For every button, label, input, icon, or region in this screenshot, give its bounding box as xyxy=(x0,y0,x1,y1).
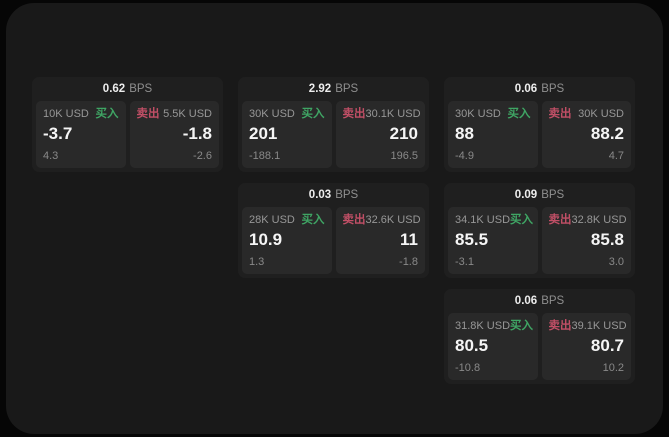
buy-sell-panels: 30K USD 买入 88 -4.9 卖出 30K USD 88.2 4.7 xyxy=(448,101,631,168)
buy-label: 买入 xyxy=(301,214,325,226)
buy-sub-value: -188.1 xyxy=(249,150,281,162)
buy-label: 买入 xyxy=(510,214,534,226)
buy-amount: 10K USD xyxy=(43,108,89,120)
buy-sell-panels: 28K USD 买入 10.9 1.3 卖出 32.6K USD 11 -1.8 xyxy=(242,207,425,274)
bps-unit-label: BPS xyxy=(335,83,359,95)
sell-label: 卖出 xyxy=(548,108,572,120)
buy-price: 80.5 xyxy=(455,336,489,355)
sell-sub-value: 3.0 xyxy=(608,256,624,268)
buy-sub-value: 4.3 xyxy=(43,150,59,162)
bps-unit-label: BPS xyxy=(335,189,359,201)
buy-panel[interactable]: 31.8K USD 买入 80.5 -10.8 xyxy=(448,313,538,380)
sell-price: 80.7 xyxy=(590,336,624,355)
sell-amount: 30.1K USD xyxy=(365,108,421,120)
sell-sub-value: -2.6 xyxy=(193,150,212,162)
bps-value: 0.03 xyxy=(308,189,332,201)
bps-value: 2.92 xyxy=(308,83,332,95)
sell-sub-value: 10.2 xyxy=(602,362,624,374)
buy-label: 买入 xyxy=(510,320,534,332)
quote-card: 0.03 BPS 28K USD 买入 10.9 1.3 卖出 32.6K US… xyxy=(238,183,429,278)
buy-sub-value: -10.8 xyxy=(455,362,481,374)
sell-panel[interactable]: 卖出 39.1K USD 80.7 10.2 xyxy=(541,313,631,380)
app-container: 0.62 BPS 10K USD 买入 -3.7 4.3 卖出 5.5K USD xyxy=(6,3,663,434)
bps-header: 0.03 BPS xyxy=(242,183,425,207)
buy-sell-panels: 31.8K USD 买入 80.5 -10.8 卖出 39.1K USD 80.… xyxy=(448,313,631,380)
bps-unit-label: BPS xyxy=(541,189,565,201)
sell-price: 85.8 xyxy=(590,230,624,249)
sell-label: 卖出 xyxy=(136,108,160,120)
sell-price: 88.2 xyxy=(590,124,624,143)
sell-label: 卖出 xyxy=(548,320,572,332)
buy-amount: 34.1K USD xyxy=(455,214,511,226)
buy-amount: 30K USD xyxy=(249,108,295,120)
sell-panel[interactable]: 卖出 30K USD 88.2 4.7 xyxy=(541,101,631,168)
buy-panel[interactable]: 30K USD 买入 88 -4.9 xyxy=(448,101,538,168)
sell-sub-value: 4.7 xyxy=(608,150,624,162)
buy-sub-value: -3.1 xyxy=(455,256,474,268)
buy-label: 买入 xyxy=(301,108,325,120)
buy-price: 201 xyxy=(249,124,278,143)
quote-cards-grid: 0.62 BPS 10K USD 买入 -3.7 4.3 卖出 5.5K USD xyxy=(32,77,635,384)
sell-label: 卖出 xyxy=(342,108,366,120)
bps-header: 0.62 BPS xyxy=(36,77,219,101)
buy-panel[interactable]: 30K USD 买入 201 -188.1 xyxy=(242,101,332,168)
sell-amount: 5.5K USD xyxy=(163,108,212,120)
buy-label: 买入 xyxy=(95,108,119,120)
bps-header: 0.09 BPS xyxy=(448,183,631,207)
bps-value: 0.09 xyxy=(514,189,538,201)
bps-value: 0.62 xyxy=(102,83,126,95)
buy-label: 买入 xyxy=(507,108,531,120)
buy-price: -3.7 xyxy=(43,124,73,143)
buy-sell-panels: 34.1K USD 买入 85.5 -3.1 卖出 32.8K USD 85.8… xyxy=(448,207,631,274)
buy-sub-value: -4.9 xyxy=(455,150,474,162)
bps-unit-label: BPS xyxy=(129,83,153,95)
sell-sub-value: 196.5 xyxy=(390,150,418,162)
bps-header: 0.06 BPS xyxy=(448,77,631,101)
buy-price: 88 xyxy=(455,124,474,143)
sell-price: 11 xyxy=(400,230,418,249)
buy-sub-value: 1.3 xyxy=(249,256,265,268)
buy-panel[interactable]: 28K USD 买入 10.9 1.3 xyxy=(242,207,332,274)
quote-card: 0.09 BPS 34.1K USD 买入 85.5 -3.1 卖出 32.8K… xyxy=(444,183,635,278)
sell-amount: 39.1K USD xyxy=(571,320,627,332)
bps-header: 2.92 BPS xyxy=(242,77,425,101)
sell-sub-value: -1.8 xyxy=(399,256,418,268)
buy-amount: 30K USD xyxy=(455,108,501,120)
buy-sell-panels: 10K USD 买入 -3.7 4.3 卖出 5.5K USD -1.8 -2.… xyxy=(36,101,219,168)
sell-panel[interactable]: 卖出 32.6K USD 11 -1.8 xyxy=(335,207,425,274)
buy-price: 85.5 xyxy=(455,230,489,249)
bps-value: 0.06 xyxy=(514,83,538,95)
quote-card: 0.62 BPS 10K USD 买入 -3.7 4.3 卖出 5.5K USD xyxy=(32,77,223,172)
bps-unit-label: BPS xyxy=(541,295,565,307)
buy-amount: 28K USD xyxy=(249,214,295,226)
bps-unit-label: BPS xyxy=(541,83,565,95)
quote-card: 2.92 BPS 30K USD 买入 201 -188.1 卖出 30.1K … xyxy=(238,77,429,172)
buy-panel[interactable]: 34.1K USD 买入 85.5 -3.1 xyxy=(448,207,538,274)
sell-amount: 30K USD xyxy=(578,108,624,120)
buy-price: 10.9 xyxy=(249,230,283,249)
sell-panel[interactable]: 卖出 30.1K USD 210 196.5 xyxy=(335,101,425,168)
quote-card: 0.06 BPS 31.8K USD 买入 80.5 -10.8 卖出 39.1… xyxy=(444,289,635,384)
sell-price: -1.8 xyxy=(182,124,212,143)
buy-amount: 31.8K USD xyxy=(455,320,511,332)
sell-amount: 32.6K USD xyxy=(365,214,421,226)
sell-price: 210 xyxy=(389,124,418,143)
buy-panel[interactable]: 10K USD 买入 -3.7 4.3 xyxy=(36,101,126,168)
sell-label: 卖出 xyxy=(342,214,366,226)
sell-amount: 32.8K USD xyxy=(571,214,627,226)
sell-panel[interactable]: 卖出 5.5K USD -1.8 -2.6 xyxy=(129,101,219,168)
bps-value: 0.06 xyxy=(514,295,538,307)
buy-sell-panels: 30K USD 买入 201 -188.1 卖出 30.1K USD 210 1… xyxy=(242,101,425,168)
sell-panel[interactable]: 卖出 32.8K USD 85.8 3.0 xyxy=(541,207,631,274)
quote-card: 0.06 BPS 30K USD 买入 88 -4.9 卖出 30K USD xyxy=(444,77,635,172)
bps-header: 0.06 BPS xyxy=(448,289,631,313)
sell-label: 卖出 xyxy=(548,214,572,226)
